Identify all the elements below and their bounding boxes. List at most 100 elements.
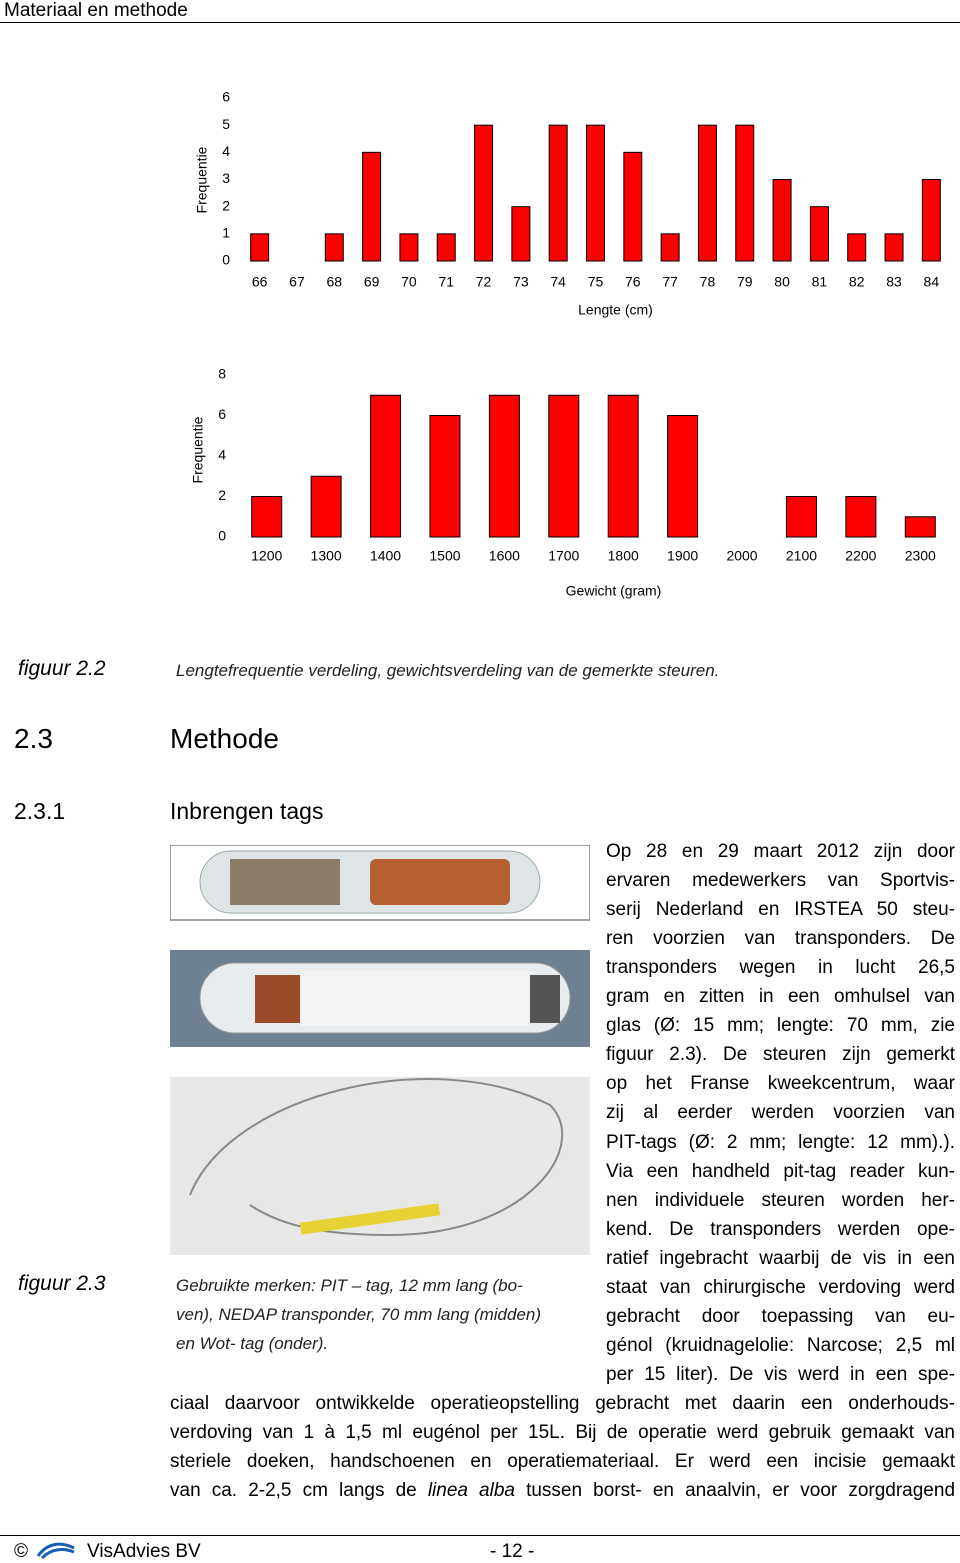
text-span: tussen borst- en anaalvin, er voor zorgd… [514, 1480, 956, 1502]
caption-line: Gebruikte merken: PIT – tag, 12 mm lang … [176, 1276, 523, 1295]
bar [310, 475, 342, 538]
x-tick-label: 81 [812, 274, 828, 290]
x-tick-label: 2300 [905, 548, 936, 564]
x-tick-label: 75 [588, 274, 604, 290]
page-number: - 12 - [490, 1541, 535, 1562]
bar [548, 124, 568, 262]
text-line: ratief ingebracht waarbij de vis in een [606, 1247, 955, 1269]
text-line: transponders wegen in lucht 26,5 [606, 957, 955, 979]
bar [847, 233, 867, 262]
text-line: per 15 liter). De vis werd in een spe- [606, 1363, 955, 1385]
text-line: van ca. 2-2,5 cm langs de linea alba tus… [170, 1476, 955, 1505]
y-axis-title: Frequentie [194, 146, 210, 213]
y-tick-label: 5 [222, 116, 230, 132]
bar [845, 496, 877, 538]
x-tick-label: 79 [737, 274, 753, 290]
text-line: ervaren medewerkers van Sportvis- [606, 870, 955, 892]
logo [36, 1542, 75, 1560]
x-tick-label: 69 [364, 274, 380, 290]
y-tick-label: 0 [222, 252, 230, 268]
bar [324, 233, 344, 262]
bar [370, 394, 402, 538]
text-line: gram en zitten in een omhulsel van [606, 986, 955, 1008]
bar [697, 124, 717, 262]
footer-rule [0, 1535, 960, 1536]
bar [436, 233, 456, 262]
x-tick-label: 1400 [370, 548, 401, 564]
x-tick-label: 1800 [608, 548, 639, 564]
bar [660, 233, 680, 262]
y-axis-title: Frequentie [190, 416, 206, 483]
bar [921, 179, 941, 262]
text-line: figuur 2.3). De steuren zijn gemerkt [606, 1044, 955, 1066]
text-span: van ca. 2-2,5 cm langs de [170, 1480, 428, 1502]
x-tick-label: 73 [513, 274, 529, 290]
text-line: steriele doeken, handschoenen en operati… [170, 1451, 955, 1473]
figure-label: figuur 2.2 [18, 657, 106, 680]
y-tick-label: 1 [222, 225, 230, 241]
x-tick-label: 1600 [489, 548, 520, 564]
x-tick-label: 84 [924, 274, 940, 290]
x-tick-label: 1500 [429, 548, 460, 564]
y-tick-label: 2 [218, 487, 226, 503]
x-tick-label: 83 [886, 274, 902, 290]
y-tick-label: 2 [222, 197, 230, 213]
bar [399, 233, 419, 262]
photos [170, 845, 590, 1255]
photo-pit-tag [170, 845, 590, 921]
bar [667, 415, 699, 538]
bar [735, 124, 755, 262]
x-tick-label: 80 [774, 274, 790, 290]
bar [904, 516, 936, 538]
x-tick-label: 2100 [786, 548, 817, 564]
text-line: glas (Ø: 15 mm; lengte: 70 mm, zie [606, 1015, 955, 1037]
x-tick-label: 72 [476, 274, 492, 290]
emphasis: linea alba [427, 1480, 515, 1502]
y-tick-label: 4 [218, 447, 226, 463]
y-tick-label: 3 [222, 170, 230, 186]
bar [772, 179, 792, 262]
y-tick-label: 8 [218, 366, 226, 382]
text-line: staat van chirurgische verdoving werd [606, 1276, 955, 1298]
y-tick-label: 0 [218, 528, 226, 544]
figure-caption: Lengtefrequentie verdeling, gewichtsverd… [176, 661, 720, 680]
x-tick-label: 70 [401, 274, 417, 290]
header-title: Materiaal en methode [4, 0, 188, 21]
text-line: serij Nederland en IRSTEA 50 steu- [606, 899, 955, 921]
x-axis-title: Lengte (cm) [578, 302, 653, 318]
section-number: 2.3 [14, 723, 53, 754]
x-axis-title: Gewicht (gram) [566, 583, 662, 599]
text-line: gebracht door toepassing van eu- [606, 1305, 955, 1327]
text-line: Via een handheld pit-tag reader kun- [606, 1160, 955, 1182]
x-tick-label: 67 [289, 274, 305, 290]
x-tick-label: 74 [550, 274, 566, 290]
bar [250, 233, 270, 262]
bar [362, 151, 382, 262]
subsection-title: Inbrengen tags [170, 798, 324, 824]
text-line: génol (kruidnagelolie: Narcose; 2,5 ml [606, 1334, 955, 1356]
caption-line: ven), NEDAP transponder, 70 mm lang (mid… [176, 1305, 542, 1324]
bar [884, 233, 904, 262]
x-tick-label: 77 [662, 274, 678, 290]
figure-label: figuur 2.3 [18, 1272, 106, 1295]
x-tick-label: 78 [700, 274, 716, 290]
x-tick-label: 68 [327, 274, 343, 290]
bar [474, 124, 494, 262]
section-title: Methode [170, 723, 279, 754]
y-tick-label: 6 [218, 406, 226, 422]
text-line: kend. De transponders werden ope- [606, 1218, 955, 1240]
caption-line: en Wot- tag (onder). [176, 1334, 329, 1353]
text-line: op het Franse kweekcentrum, waar [606, 1073, 955, 1095]
x-tick-label: 82 [849, 274, 865, 290]
x-tick-label: 66 [252, 274, 268, 290]
text-line: ciaal daarvoor ontwikkelde operatieopste… [170, 1392, 955, 1414]
bar [548, 394, 580, 538]
text-line: verdoving van 1 à 1,5 ml eugénol per 15L… [170, 1422, 955, 1443]
bar [785, 496, 817, 538]
bar [429, 415, 461, 538]
bar [607, 394, 639, 538]
x-tick-label: 76 [625, 274, 641, 290]
bar [623, 151, 643, 262]
